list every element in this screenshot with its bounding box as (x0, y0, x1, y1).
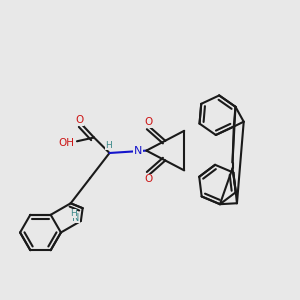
Text: N: N (72, 213, 80, 223)
Text: N: N (134, 146, 142, 156)
Text: O: O (144, 117, 152, 127)
Text: H: H (70, 209, 77, 218)
Text: H: H (106, 141, 112, 150)
Text: O: O (144, 174, 152, 184)
Text: O: O (76, 116, 84, 125)
Text: OH: OH (58, 138, 75, 148)
